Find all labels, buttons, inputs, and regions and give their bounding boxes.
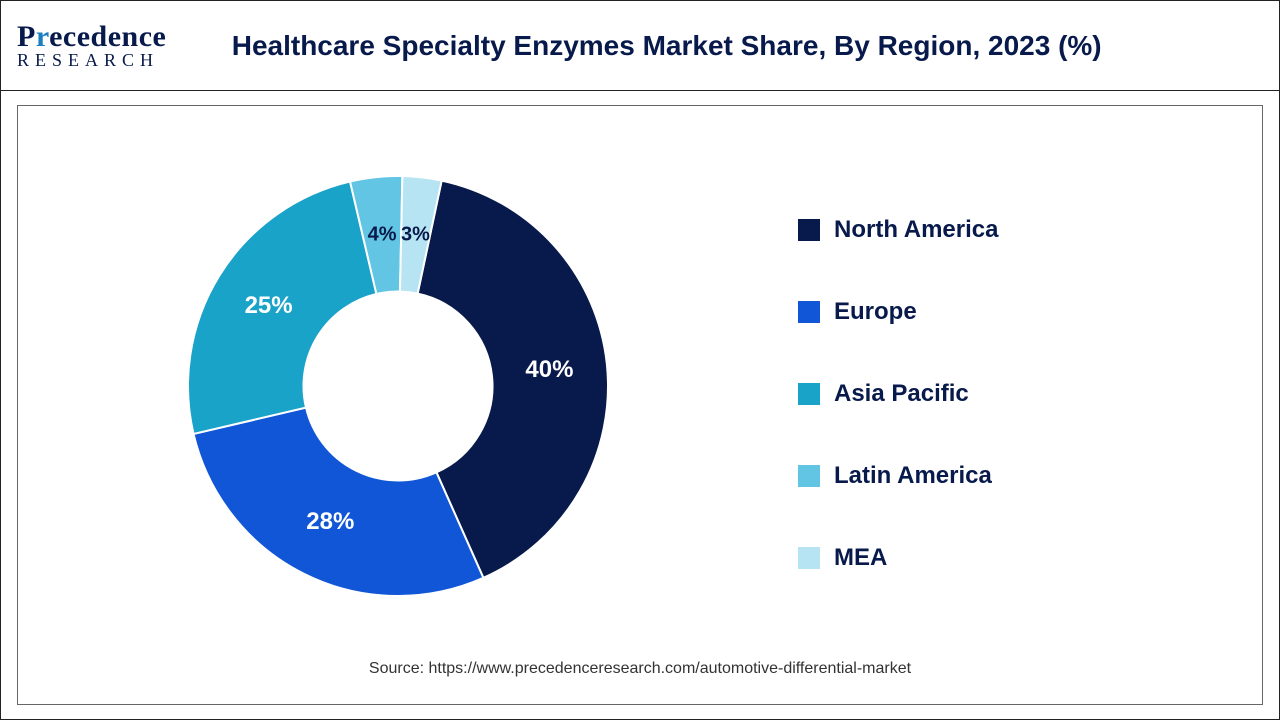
- donut-chart: 40% 28% 25% 4%3%: [178, 166, 618, 606]
- legend: North America Europe Asia Pacific Latin Ame…: [798, 216, 998, 572]
- legend-swatch: [798, 383, 820, 405]
- slice-label-asia-pacific: 25%: [245, 292, 293, 320]
- legend-label: MEA: [834, 544, 887, 572]
- logo: Precedence RESEARCH: [17, 20, 166, 71]
- slice-label-latin-america: 4%: [368, 223, 397, 246]
- donut-hole: [304, 292, 493, 481]
- legend-label: Latin America: [834, 462, 992, 490]
- logo-accent: r: [36, 20, 49, 53]
- slice-label-europe: 28%: [306, 508, 354, 536]
- legend-label: Europe: [834, 298, 917, 326]
- legend-swatch: [798, 301, 820, 323]
- logo-sub: RESEARCH: [17, 50, 159, 71]
- legend-swatch: [798, 219, 820, 241]
- slice-label-north-america: 40%: [525, 356, 573, 384]
- donut-svg: [178, 166, 618, 606]
- legend-item-asia-pacific: Asia Pacific: [798, 380, 998, 408]
- inner-frame: 40% 28% 25% 4%3% North America Europe Asia Pa…: [17, 105, 1263, 705]
- logo-pre: P: [17, 20, 36, 53]
- body-area: 40% 28% 25% 4%3% North America Europe Asia Pa…: [1, 91, 1279, 719]
- source-line: Source: https://www.precedenceresearch.c…: [18, 660, 1262, 678]
- legend-swatch: [798, 547, 820, 569]
- logo-post: ecedence: [49, 20, 166, 53]
- header-bar: Precedence RESEARCH Healthcare Specialty…: [1, 1, 1279, 91]
- legend-item-north-america: North America: [798, 216, 998, 244]
- chart-title: Healthcare Specialty Enzymes Market Shar…: [190, 30, 1263, 62]
- logo-brand: Precedence: [17, 20, 166, 54]
- outer-frame: Precedence RESEARCH Healthcare Specialty…: [0, 0, 1280, 720]
- legend-item-latin-america: Latin America: [798, 462, 998, 490]
- legend-item-mea: MEA: [798, 544, 998, 572]
- legend-item-europe: Europe: [798, 298, 998, 326]
- slice-label-mea: 3%: [401, 223, 430, 246]
- legend-label: Asia Pacific: [834, 380, 969, 408]
- legend-label: North America: [834, 216, 998, 244]
- legend-swatch: [798, 465, 820, 487]
